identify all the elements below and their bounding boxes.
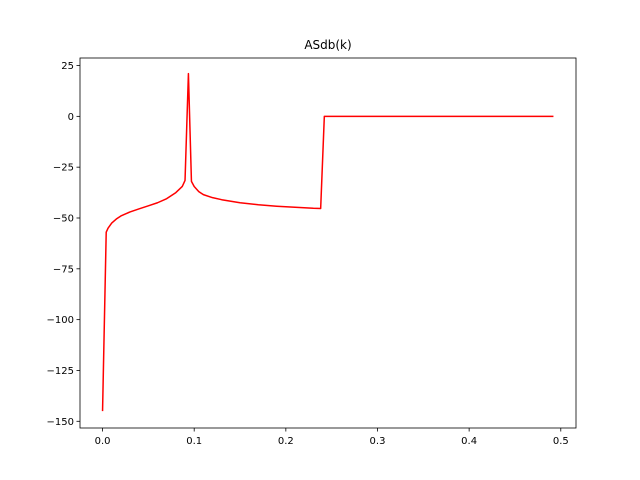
series-line-0 xyxy=(101,72,554,412)
plot-area xyxy=(101,72,554,412)
y-tick-label: 25 xyxy=(61,61,74,72)
chart-title: ASdb(k) xyxy=(304,38,351,52)
y-tick-label: −50 xyxy=(53,213,74,224)
y-tick-label: −150 xyxy=(47,417,74,428)
plot-frame xyxy=(79,57,577,429)
y-tick-label: 0 xyxy=(68,112,74,123)
x-tick-label: 0.3 xyxy=(370,436,386,447)
y-tick-label: −100 xyxy=(47,315,74,326)
y-tick-label: −75 xyxy=(53,264,74,275)
x-tick-label: 0.4 xyxy=(461,436,477,447)
y-tick-label: −125 xyxy=(47,366,74,377)
y-tick-label: −25 xyxy=(53,163,74,174)
x-tick-label: 0.2 xyxy=(278,436,294,447)
x-tick-label: 0.1 xyxy=(186,436,202,447)
axes: 0.0 0.1 0.2 0.3 0.4 0.5 25 0 −25 −50 −75 −100 −125 −1… xyxy=(47,57,577,447)
x-tick-label: 0.5 xyxy=(553,436,569,447)
x-tick-label: 0.0 xyxy=(95,436,111,447)
